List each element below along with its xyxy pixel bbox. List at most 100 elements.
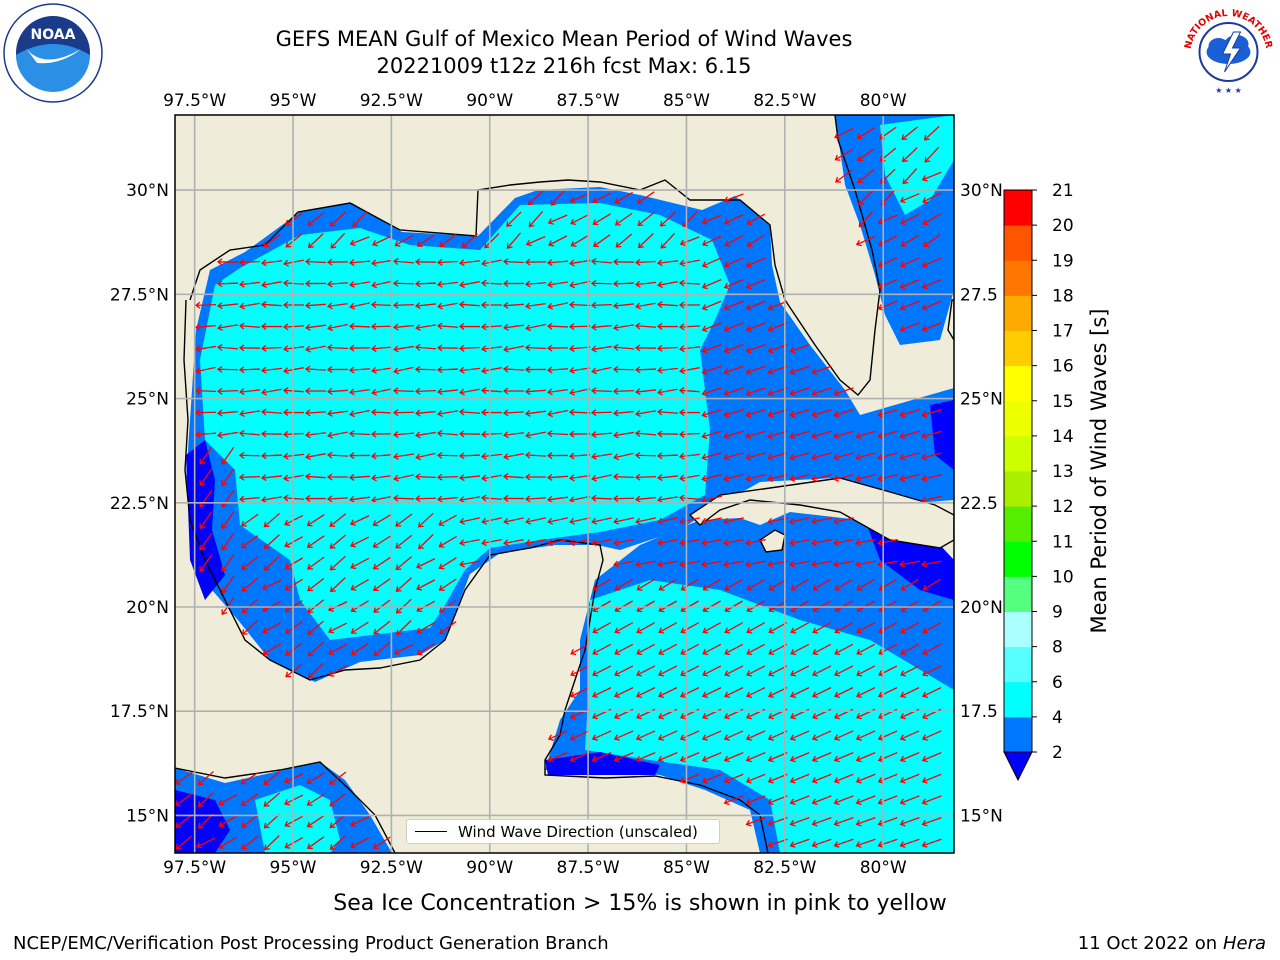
wave-arrow-559 bbox=[438, 599, 457, 613]
wave-arrow-80 bbox=[371, 259, 392, 267]
wave-arrow-702 bbox=[613, 751, 634, 763]
wave-arrow-316 bbox=[370, 430, 393, 438]
wave-arrow-314 bbox=[327, 431, 348, 439]
map-frame bbox=[174, 114, 955, 854]
colorbar-tick-label: 15 bbox=[1052, 392, 1074, 412]
wave-arrow-620 bbox=[790, 643, 810, 656]
wave-arrow-700 bbox=[569, 751, 590, 763]
map-legend: Wind Wave Direction (unscaled) bbox=[406, 819, 720, 844]
wave-arrow-719 bbox=[240, 772, 259, 785]
wave-arrow-1 bbox=[856, 127, 875, 140]
wave-arrow-706 bbox=[701, 751, 722, 763]
wave-arrow-201 bbox=[480, 345, 503, 353]
wave-arrow-5 bbox=[834, 148, 853, 161]
wave-arrow-773 bbox=[195, 837, 216, 849]
lon-label-bottom: 90°W bbox=[466, 858, 513, 878]
wave-arrow-339 bbox=[877, 430, 898, 440]
wave-arrow-558 bbox=[416, 600, 436, 613]
wave-arrow-776 bbox=[263, 835, 280, 851]
wave-arrow-165 bbox=[327, 323, 348, 332]
wave-arrow-713 bbox=[855, 751, 876, 763]
wave-arrow-323 bbox=[525, 431, 546, 439]
colorbar-tick-label: 9 bbox=[1052, 603, 1063, 623]
wave-arrow-62 bbox=[615, 233, 633, 248]
wave-arrow-591 bbox=[702, 622, 722, 634]
wave-arrow-87 bbox=[524, 258, 547, 266]
wave-arrow-630 bbox=[570, 665, 590, 677]
wave-arrow-182 bbox=[701, 322, 722, 333]
wave-arrow-236 bbox=[634, 366, 657, 374]
wave-arrow-697 bbox=[899, 730, 920, 741]
wave-arrow-721 bbox=[283, 773, 304, 784]
wave-arrow-186 bbox=[899, 322, 920, 333]
wave-arrow-473 bbox=[395, 534, 413, 549]
wave-arrow-610 bbox=[570, 643, 590, 656]
wave-arrow-396 bbox=[634, 473, 657, 481]
wave-arrow-431 bbox=[657, 496, 678, 504]
wave-arrow-49 bbox=[330, 232, 346, 249]
wave-arrow-444 bbox=[395, 513, 413, 527]
wave-arrow-3 bbox=[901, 126, 919, 140]
wave-arrow-708 bbox=[745, 751, 766, 763]
wave-arrow-742 bbox=[306, 793, 325, 806]
wave-arrow-164 bbox=[305, 323, 326, 331]
wave-arrow-146 bbox=[568, 301, 591, 309]
wave-arrow-136 bbox=[349, 302, 370, 310]
wave-arrow-766 bbox=[811, 816, 832, 827]
wave-arrow-9 bbox=[924, 146, 940, 163]
wave-arrow-395 bbox=[612, 473, 635, 481]
lon-label-top: 85°W bbox=[663, 91, 710, 111]
wave-arrow-470 bbox=[329, 534, 347, 549]
lat-label-left: 15°N bbox=[126, 806, 169, 826]
wave-arrow-151 bbox=[678, 301, 700, 309]
wave-arrow-342 bbox=[199, 446, 213, 465]
wave-arrow-537 bbox=[680, 578, 699, 591]
wave-arrow-469 bbox=[306, 535, 325, 549]
colorbar-level bbox=[1004, 506, 1032, 542]
colorbar-label: Mean Period of Wind Waves [s] bbox=[1087, 309, 1111, 634]
wave-arrow-568 bbox=[768, 600, 787, 613]
wave-arrow-253 bbox=[371, 388, 392, 396]
wave-arrow-705 bbox=[679, 751, 700, 763]
wave-arrow-539 bbox=[724, 578, 743, 591]
wave-arrow-72 bbox=[922, 234, 941, 248]
wave-arrow-521 bbox=[921, 560, 942, 568]
wave-arrow-365 bbox=[701, 452, 722, 461]
wave-arrow-759 bbox=[284, 815, 304, 828]
wave-arrow-308 bbox=[194, 431, 217, 439]
wave-arrow-741 bbox=[284, 794, 304, 806]
wave-arrow-495 bbox=[221, 554, 235, 573]
wave-arrow-29 bbox=[352, 211, 368, 228]
wave-arrow-132 bbox=[260, 301, 283, 309]
wave-arrow-659 bbox=[834, 687, 854, 698]
wave-arrow-298 bbox=[701, 408, 722, 418]
issue-date: 11 Oct 2022 on Hera bbox=[1078, 933, 1266, 954]
wave-arrow-356 bbox=[503, 453, 524, 461]
wave-arrow-216 bbox=[195, 366, 216, 375]
wave-arrow-220 bbox=[283, 367, 304, 375]
wave-arrow-468 bbox=[284, 536, 304, 548]
colorbar-level bbox=[1004, 190, 1032, 226]
wave-arrow-91 bbox=[612, 258, 635, 266]
wave-arrow-443 bbox=[372, 514, 391, 527]
wave-arrow-622 bbox=[834, 643, 854, 656]
wave-arrow-285 bbox=[414, 409, 437, 417]
wave-arrow-293 bbox=[590, 409, 613, 417]
wave-arrow-89 bbox=[569, 259, 590, 267]
wave-arrow-601 bbox=[922, 622, 942, 634]
wave-arrow-544 bbox=[834, 578, 853, 591]
wave-arrow-224 bbox=[371, 366, 392, 374]
wave-arrow-694 bbox=[833, 730, 854, 741]
wave-arrow-357 bbox=[524, 451, 547, 459]
lat-label-left: 25°N bbox=[126, 390, 169, 410]
colorbar-level bbox=[1004, 681, 1032, 718]
wave-arrow-143 bbox=[502, 301, 525, 309]
wave-arrow-618 bbox=[746, 643, 766, 656]
wave-arrow-347 bbox=[305, 453, 326, 461]
wave-arrow-701 bbox=[591, 751, 612, 763]
lat-label-right: 15°N bbox=[960, 806, 1003, 826]
wave-arrow-740 bbox=[263, 792, 281, 807]
wave-arrow-352 bbox=[415, 452, 436, 461]
wave-arrow-268 bbox=[701, 387, 722, 397]
wave-arrow-119 bbox=[612, 280, 635, 288]
